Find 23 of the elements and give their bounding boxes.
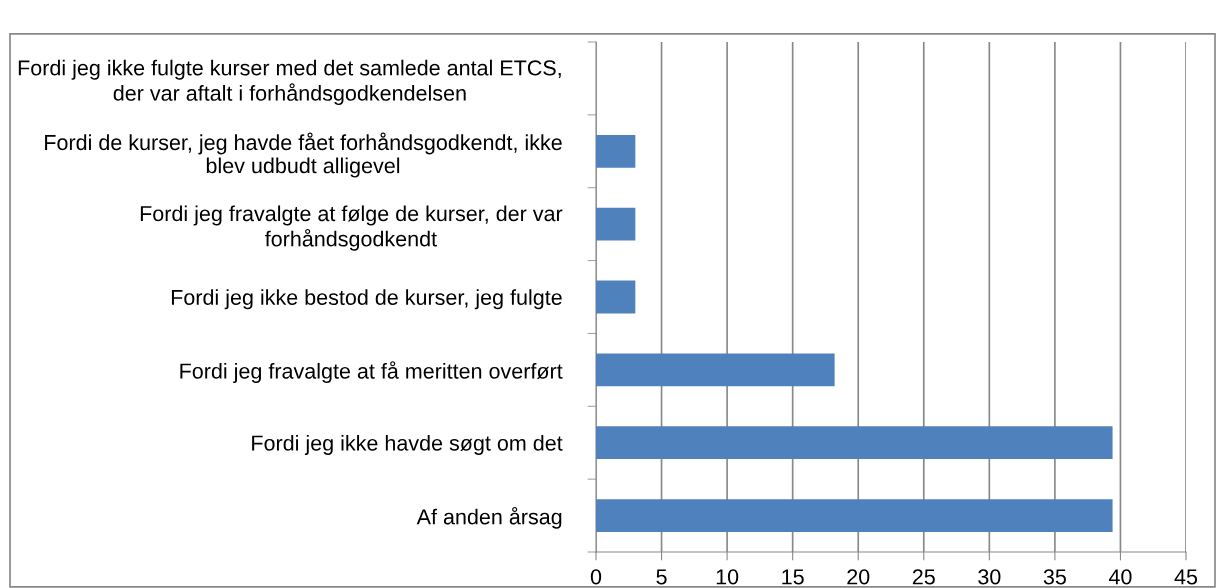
x-tick-label: 15 <box>782 569 804 585</box>
bar <box>596 207 636 241</box>
y-tick-label: Fordi jeg fravalgte at følge de kurser, der var forhåndsgodkendt <box>140 205 563 251</box>
x-tick-label: 10 <box>716 569 739 585</box>
x-tick-label: 30 <box>978 569 1001 585</box>
x-tick-label: 25 <box>912 569 935 585</box>
y-tick-label: Fordi jeg ikke fulgte kurser med det samlede antal ETCS, der var aftalt i forhåndsgodkendelsen <box>18 59 561 106</box>
x-tick-label: 5 <box>656 569 667 585</box>
bar <box>596 353 835 387</box>
y-tick-label: Af anden årsag <box>416 506 562 529</box>
bar <box>596 426 1113 460</box>
y-tick-label: Fordi jeg ikke havde søgt om det <box>252 434 563 455</box>
y-tick-label: Fordi jeg fravalgte at få meritten overført <box>180 361 563 383</box>
y-tick-label: Fordi jeg ikke bestod de kurser, jeg fulgte <box>171 289 562 310</box>
bar <box>596 280 636 314</box>
x-tick-label: 40 <box>1108 569 1132 585</box>
x-tick-label: 0 <box>590 569 602 585</box>
bar <box>596 499 1113 532</box>
x-tick-label: 45 <box>1174 569 1198 585</box>
x-tick-label: 35 <box>1043 569 1066 585</box>
bar <box>596 134 636 168</box>
y-tick-label: Fordi de kurser, jeg havde fået forhåndsgodkendt, ikke blev udbudt alligevel <box>45 132 562 178</box>
x-tick-label: 20 <box>847 569 870 585</box>
